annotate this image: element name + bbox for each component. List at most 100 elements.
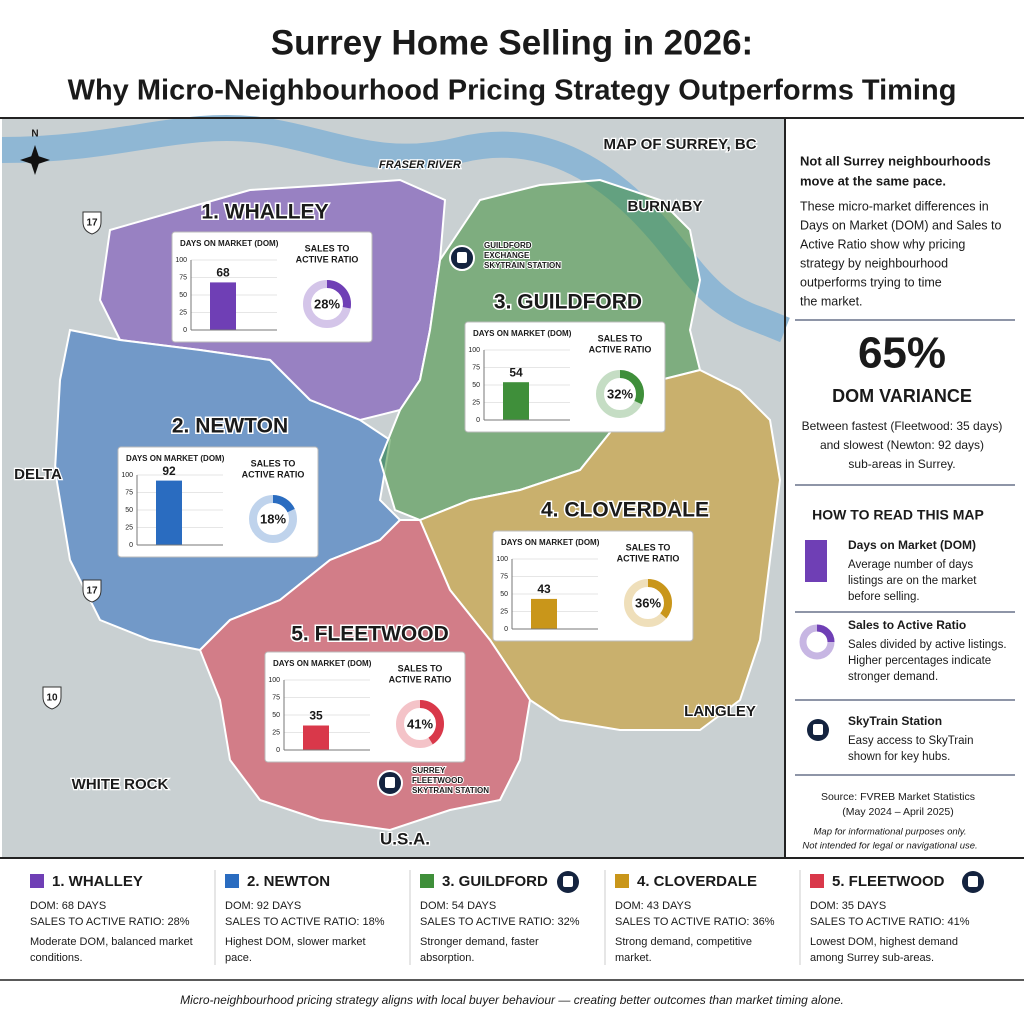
y-tick-label: 25 [272,729,280,736]
highway-shield [82,211,102,235]
legend-title: SkyTrain Station [848,714,942,728]
skytrain-icon [563,876,573,887]
sidebar-body: These micro-market differences in [800,199,989,213]
station-label: SKYTRAIN STATION [484,261,561,270]
sidebar-body: Active Ratio show why pricing [800,237,965,251]
dom-bar [303,725,329,750]
legend-text: before selling. [848,591,920,603]
legend-name: 1. WHALLEY [52,873,143,890]
skytrain-icon [968,876,978,887]
sidebar-body: Days on Market (DOM) and Sales to [800,218,1002,232]
map-label: MAP OF SURREY, BC [603,136,756,153]
ratio-value: 18% [260,511,286,526]
compass-rose [20,155,50,165]
y-tick-label: 75 [125,489,133,496]
legend-title: Sales to Active Ratio [848,618,966,632]
title: Why Micro-Neighbourhood Pricing Strategy… [68,75,957,107]
how-title: HOW TO READ THIS MAP [812,507,984,523]
dom-label: DAYS ON MARKET (DOM) [126,454,225,463]
dom-bar [503,382,529,420]
y-tick-label: 100 [468,347,480,354]
ratio-label: ACTIVE RATIO [617,553,680,563]
highway-number: 17 [86,218,98,229]
legend-name: 2. NEWTON [247,873,330,890]
legend-icon [816,624,835,643]
y-tick-label: 25 [179,309,187,316]
legend-note: pace. [225,952,252,964]
ratio-arc [596,370,644,418]
ratio-arc [624,579,672,627]
y-tick-label: 75 [179,274,187,281]
legend-title: Days on Market (DOM) [848,538,976,552]
sidebar-intro: Not all Surrey neighbourhoods [800,153,991,168]
y-tick-label: 75 [472,364,480,371]
sidebar-body: strategy by neighbourhood [800,256,948,270]
sidebar-body: outperforms trying to time [800,275,942,289]
y-tick-label: 100 [496,556,508,563]
legend-ratio: SALES TO ACTIVE RATIO: 41% [810,916,970,928]
legend-dom: DOM: 54 DAYS [420,900,496,912]
ratio-value: 28% [314,296,340,311]
dom-bar [156,480,182,545]
legend-ratio: SALES TO ACTIVE RATIO: 36% [615,916,775,928]
map-label: WHITE ROCK [72,776,169,793]
ratio-label: SALES TO [626,542,671,552]
highway-number: 10 [46,693,58,704]
dom-bar [210,282,236,330]
legend-note: conditions. [30,952,83,964]
dom-label: DAYS ON MARKET (DOM) [273,659,372,668]
station-label: FLEETWOOD [412,776,463,785]
region-title: 2. NEWTON [172,415,288,438]
map-label: BURNABY [628,198,703,215]
legend-dom: DOM: 92 DAYS [225,900,301,912]
region-title: 3. GUILDFORD [494,291,642,314]
legend-note: Stronger demand, faster [420,936,539,948]
title: Surrey Home Selling in 2026: [271,23,753,62]
region-title: 1. WHALLEY [201,201,328,224]
legend-note: Moderate DOM, balanced market [30,936,193,948]
ratio-label: ACTIVE RATIO [242,469,305,479]
y-tick-label: 50 [179,292,187,299]
ratio-arc [303,280,351,328]
dom-label: DAYS ON MARKET (DOM) [180,239,279,248]
dom-value: 92 [162,464,176,478]
y-tick-label: 50 [125,507,133,514]
stat-note: and slowest (Newton: 92 days) [820,438,984,452]
stat-label: DOM VARIANCE [832,386,972,406]
y-tick-label: 25 [500,608,508,615]
legend-swatch [615,874,629,888]
stat-value: 65% [858,329,946,378]
y-tick-label: 25 [472,399,480,406]
station-label: GUILDFORD [484,241,532,250]
legend-dom: DOM: 43 DAYS [615,900,691,912]
region-title: 5. FLEETWOOD [291,623,449,646]
legend-dom: DOM: 35 DAYS [810,900,886,912]
source: (May 2024 – April 2025) [842,806,953,818]
legend-note: Highest DOM, slower market [225,936,366,948]
station-label: SKYTRAIN STATION [412,786,489,795]
ratio-arc [249,495,297,543]
y-tick-label: 25 [125,524,133,531]
legend-note: market. [615,952,652,964]
sidebar-intro: move at the same pace. [800,173,946,188]
y-tick-label: 100 [175,257,187,264]
ratio-label: ACTIVE RATIO [389,674,452,684]
ratio-arc [396,700,444,748]
source: Source: FVREB Market Statistics [821,791,975,803]
y-tick-label: 50 [272,712,280,719]
ratio-label: SALES TO [251,458,296,468]
legend-icon [805,540,827,582]
legend-text: Sales divided by active listings. [848,639,1007,651]
legend-ratio: SALES TO ACTIVE RATIO: 18% [225,916,385,928]
dom-label: DAYS ON MARKET (DOM) [473,329,572,338]
legend-text: Average number of days [848,559,973,571]
legend-note: Lowest DOM, highest demand [810,936,958,948]
legend-swatch [225,874,239,888]
ratio-label: SALES TO [398,663,443,673]
station-label: SURREY [412,766,446,775]
y-tick-label: 0 [476,417,480,424]
disclaimer: Not intended for legal or navigational u… [802,841,977,852]
ratio-label: SALES TO [598,333,643,343]
ratio-label: ACTIVE RATIO [589,344,652,354]
